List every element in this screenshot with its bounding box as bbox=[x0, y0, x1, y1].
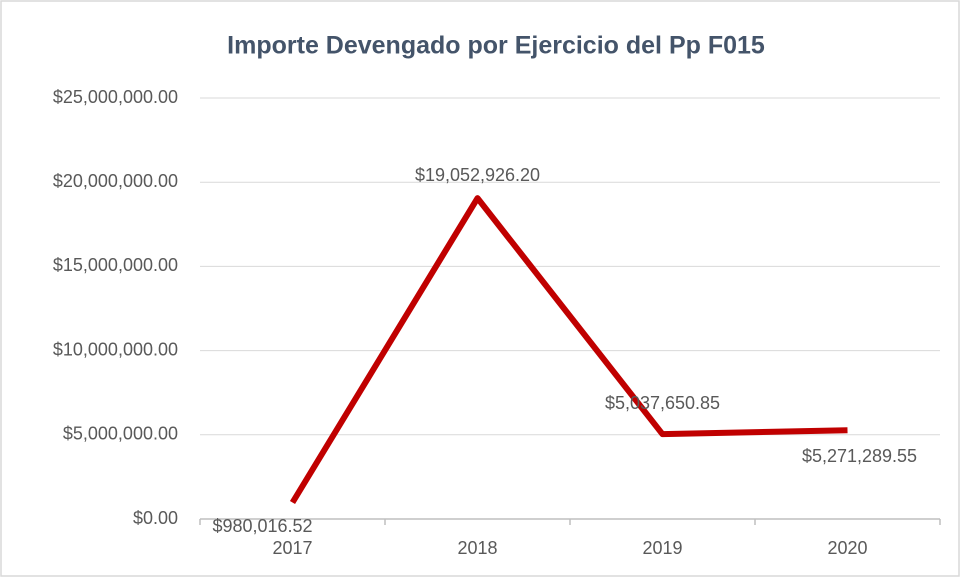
y-tick-label: $0.00 bbox=[133, 508, 178, 528]
chart-title: Importe Devengado por Ejercicio del Pp F… bbox=[227, 32, 765, 60]
data-label: $980,016.52 bbox=[212, 516, 312, 536]
y-tick-label: $15,000,000.00 bbox=[53, 255, 178, 275]
data-label: $19,052,926.20 bbox=[415, 165, 540, 185]
data-label: $5,271,289.55 bbox=[802, 446, 917, 466]
y-tick-label: $5,000,000.00 bbox=[63, 424, 178, 444]
x-tick-label: 2019 bbox=[642, 538, 682, 558]
x-tick-label: 2020 bbox=[827, 538, 867, 558]
y-tick-label: $20,000,000.00 bbox=[53, 171, 178, 191]
x-tick-label: 2018 bbox=[457, 538, 497, 558]
y-tick-label: $25,000,000.00 bbox=[53, 87, 178, 107]
y-tick-label: $10,000,000.00 bbox=[53, 339, 178, 359]
x-tick-label: 2017 bbox=[272, 538, 312, 558]
line bbox=[289, 195, 848, 505]
data-label: $5,037,650.85 bbox=[605, 393, 720, 413]
